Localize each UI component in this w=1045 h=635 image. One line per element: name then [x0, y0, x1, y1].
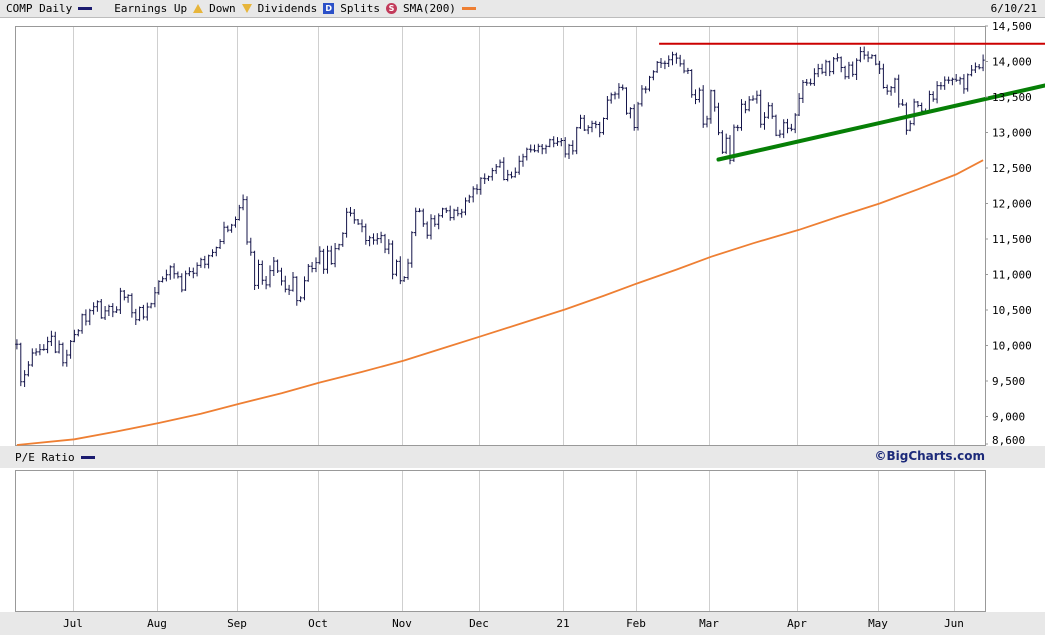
price-series-swatch: [78, 7, 93, 10]
pe-plot-border: [15, 470, 986, 612]
dividend-icon: D: [323, 3, 335, 14]
y-axis-tick-label: 10,500: [992, 304, 1032, 317]
y-axis-tick-label: 11,500: [992, 233, 1032, 246]
chart-header-bar: COMP Daily Earnings Up Down Dividends D …: [0, 0, 1045, 18]
x-axis-label: Sep: [227, 617, 247, 630]
y-axis-tick-label: 10,000: [992, 340, 1032, 353]
split-icon: S: [385, 3, 397, 14]
sma-swatch: [461, 7, 476, 10]
y-axis-tick-label: 9,500: [992, 375, 1025, 388]
x-axis: Jul Aug Sep Oct Nov Dec 21 Feb Mar Apr May Jun: [0, 612, 1045, 635]
x-axis-label: Nov: [392, 617, 412, 630]
y-axis-labels: 14,500 14,000 13,500 13,000 12,500 12,000 11,5…: [985, 20, 1032, 447]
month-gridlines: [73, 26, 955, 445]
x-axis-label: Oct: [308, 617, 328, 630]
y-axis-tick-label: 14,500: [992, 20, 1032, 33]
x-axis-label: Apr: [787, 617, 807, 630]
x-axis-label: 21: [556, 617, 570, 630]
x-axis-label: Jul: [63, 617, 83, 630]
x-axis-label: May: [868, 617, 888, 630]
y-axis-tick-label: 14,000: [992, 56, 1032, 69]
price-plot-border: [15, 26, 986, 446]
x-axis-label: Jun: [944, 617, 964, 630]
x-axis-label: Dec: [469, 617, 489, 630]
y-axis-tick-label: 9,000: [992, 411, 1025, 424]
price-chart: 14,500 14,000 13,500 13,000 12,500 12,000 11,5…: [15, 20, 1045, 447]
x-axis-label: Mar: [699, 617, 719, 630]
bigcharts-copyright-link[interactable]: ©BigCharts.com: [874, 449, 985, 463]
x-axis-label: Aug: [147, 617, 167, 630]
earnings-up-label: Earnings Up: [114, 2, 188, 15]
price-hlc-bars: [15, 46, 985, 387]
y-axis-tick-label: 8,600: [992, 434, 1025, 447]
sma-label: SMA(200): [402, 2, 456, 15]
y-axis-tick-label: 13,500: [992, 91, 1032, 104]
pe-header-bar: P/E Ratio ©BigCharts.com: [0, 446, 1045, 468]
support-trendline: [716, 83, 1045, 162]
y-axis-tick-label: 12,500: [992, 162, 1032, 175]
x-axis-label: Feb: [626, 617, 646, 630]
sma-200-line: [16, 159, 984, 446]
pe-ratio-label: P/E Ratio: [15, 450, 75, 464]
pe-series-swatch: [80, 455, 95, 459]
earnings-up-icon: [193, 4, 204, 13]
earnings-down-label: Down: [209, 2, 236, 15]
symbol-label: COMP Daily: [6, 2, 73, 15]
y-axis-tick-label: 12,000: [992, 198, 1032, 211]
y-axis-tick-label: 13,000: [992, 127, 1032, 140]
y-axis-tick-label: 11,000: [992, 269, 1032, 282]
splits-label: Splits: [340, 2, 380, 15]
dividends-label: Dividends: [257, 2, 318, 15]
pe-month-gridlines: [73, 470, 955, 611]
earnings-down-icon: [241, 4, 252, 13]
chart-date: 6/10/21: [990, 2, 1037, 15]
pe-ratio-chart: [15, 470, 986, 612]
